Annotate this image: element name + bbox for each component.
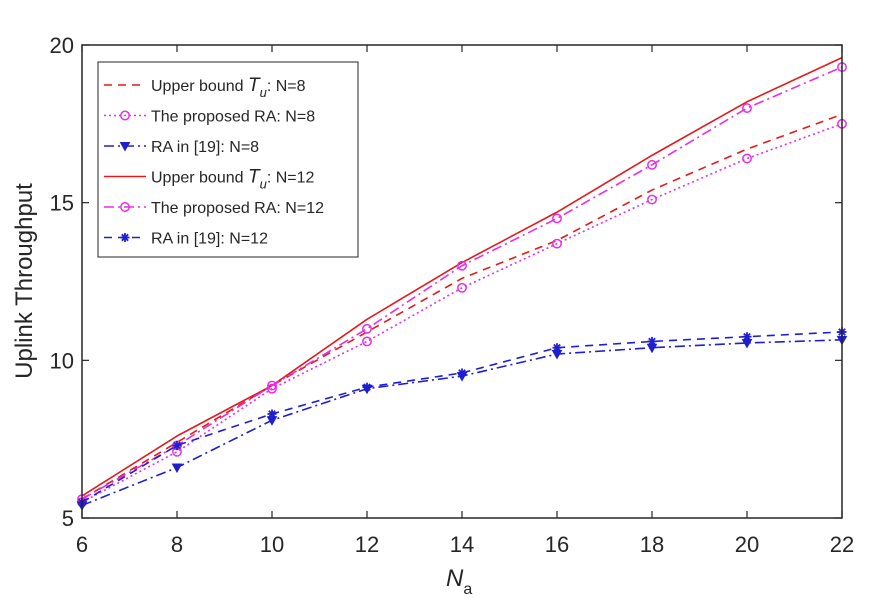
- y-tick-label: 20: [50, 33, 74, 58]
- legend-marker: [120, 110, 130, 121]
- legend-label-symbol: T: [248, 167, 261, 188]
- legend-label-text: The proposed RA: N=12: [151, 200, 324, 217]
- legend-label-subscript: u: [260, 85, 267, 100]
- y-tick-label: 15: [50, 191, 74, 216]
- data-point: [647, 336, 657, 346]
- data-point: [742, 153, 752, 164]
- x-tick-label: 16: [545, 532, 569, 557]
- series-1: [81, 113, 843, 500]
- legend-label-symbol: T: [248, 75, 261, 96]
- data-point: [362, 382, 372, 392]
- series-line: [81, 56, 843, 497]
- legend-label-suffix: : N=12: [267, 170, 315, 187]
- legend-label-text: Upper bound: [151, 78, 248, 95]
- legend-label-suffix: : N=8: [267, 78, 306, 95]
- data-point: [742, 103, 752, 114]
- star-stroke: [268, 410, 276, 418]
- legend-entry: RA in [19]: N=12: [104, 231, 268, 248]
- legend-label-text: The proposed RA: N=8: [151, 109, 315, 126]
- data-point: [362, 336, 372, 347]
- x-tick-label: 14: [450, 532, 474, 557]
- x-tick-label: 6: [76, 532, 88, 557]
- x-tick-label: 8: [171, 532, 183, 557]
- x-axis-label-main: N: [446, 565, 464, 592]
- legend-label: Upper bound Tu: N=8: [151, 75, 306, 100]
- data-point: [362, 323, 372, 334]
- data-point: [457, 368, 467, 378]
- legend-marker: [119, 142, 131, 152]
- x-axis-label-subscript: a: [463, 581, 472, 598]
- legend-label: The proposed RA: N=8: [151, 109, 315, 126]
- y-tick-label: 5: [62, 506, 74, 531]
- series-6: [77, 327, 847, 507]
- legend-box: [97, 61, 359, 258]
- data-point: [171, 463, 183, 474]
- star-stroke: [363, 383, 371, 391]
- star-stroke: [648, 337, 656, 346]
- data-point: [552, 213, 562, 224]
- series-line: [81, 66, 843, 500]
- data-point: [552, 238, 562, 249]
- legend-entry: RA in [19]: N=8: [104, 139, 259, 156]
- series-line: [81, 113, 843, 500]
- x-tick-label: 10: [260, 532, 284, 557]
- legend-label-text: Upper bound: [151, 170, 248, 187]
- data-point: [647, 194, 657, 205]
- legend-label: RA in [19]: N=12: [151, 231, 268, 248]
- data-point: [742, 332, 752, 342]
- legend-label-subscript: u: [260, 177, 267, 192]
- legend-label: The proposed RA: N=12: [151, 200, 324, 217]
- x-tick-label: 12: [355, 532, 379, 557]
- x-tick-label: 22: [830, 532, 854, 557]
- legend-label: Upper bound Tu: N=12: [151, 167, 315, 192]
- legend-label-text: RA in [19]: N=12: [151, 231, 268, 248]
- x-axis-label: Na: [446, 565, 472, 598]
- data-point: [267, 383, 277, 394]
- data-point: [457, 282, 467, 293]
- data-point: [267, 380, 277, 391]
- y-tick-label: 10: [50, 348, 74, 373]
- series-line: [81, 331, 843, 503]
- legend-entry: Upper bound Tu: N=12: [104, 167, 315, 192]
- star-stroke: [458, 369, 466, 377]
- y-axis-label: Uplink Throughput: [11, 183, 38, 379]
- legend-entry: Upper bound Tu: N=8: [104, 75, 306, 100]
- star-stroke: [743, 332, 751, 341]
- x-tick-label: 20: [735, 532, 759, 557]
- data-point: [457, 260, 467, 271]
- tick-layer: 6 8 10 12 14 16 18 20 22 5 10 15 20: [50, 33, 855, 557]
- x-tick-label: 18: [640, 532, 664, 557]
- legend-label: RA in [19]: N=8: [151, 139, 259, 156]
- data-point: [552, 343, 562, 353]
- legend-marker: [120, 202, 130, 212]
- series-4: [81, 56, 843, 497]
- series-line: [81, 123, 843, 503]
- legend-marker: [120, 233, 130, 242]
- legend-entry: The proposed RA: N=8: [104, 109, 315, 126]
- data-point: [172, 440, 182, 450]
- legend-label-text: RA in [19]: N=8: [151, 139, 259, 156]
- star-stroke: [121, 233, 129, 242]
- data-point: [267, 409, 277, 419]
- series-layer: [76, 56, 848, 511]
- legend-entry: The proposed RA: N=12: [104, 200, 324, 217]
- data-point: [647, 159, 657, 170]
- star-stroke: [553, 343, 561, 352]
- star-stroke: [173, 441, 181, 450]
